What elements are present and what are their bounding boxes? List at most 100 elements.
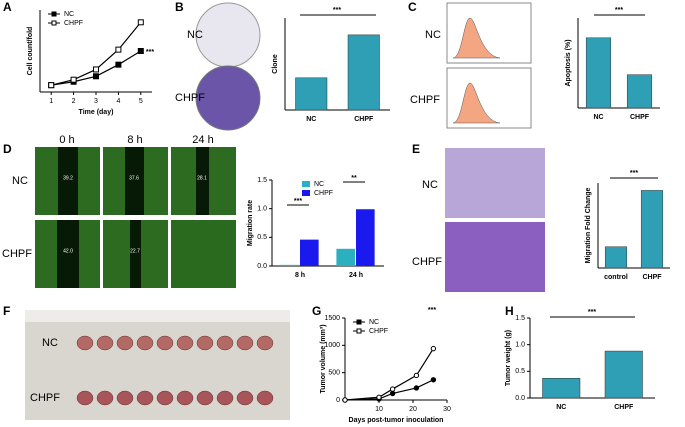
point <box>115 46 122 53</box>
legend-label: NC <box>369 319 379 326</box>
y-axis-label: Tumor weight (g) <box>505 330 512 386</box>
bar <box>295 77 328 111</box>
point <box>70 76 77 83</box>
tumor <box>136 390 154 406</box>
bar <box>542 378 581 399</box>
tumor <box>76 390 94 406</box>
tumor <box>116 335 134 351</box>
y-axis-label: Migration rate <box>247 200 254 246</box>
bar <box>604 350 643 399</box>
point <box>137 48 144 54</box>
legend-label: NC <box>64 11 74 18</box>
dish-photo <box>195 2 261 68</box>
tumor <box>196 335 214 351</box>
annotation: *** <box>630 170 638 177</box>
photo-label: CHPF <box>410 94 440 106</box>
annotation: *** <box>615 7 623 14</box>
point <box>389 390 396 397</box>
annotation: *** <box>428 307 436 314</box>
panel-letter: F <box>3 304 10 318</box>
invasion-photo <box>445 222 545 292</box>
annotation: *** <box>294 198 302 205</box>
time-label: 8 h <box>127 134 142 146</box>
photo-label: NC <box>422 179 438 191</box>
legend-marker <box>51 20 57 26</box>
bar <box>604 246 628 269</box>
series-line <box>344 348 434 401</box>
x-tick-label: CHPF <box>354 116 374 123</box>
bar <box>356 209 375 266</box>
photo-label: NC <box>42 337 58 349</box>
y-axis-label: Tumor volume (mm³) <box>320 324 327 393</box>
x-tick-label: 4 <box>116 98 120 105</box>
x-tick-label: 30 <box>443 406 451 413</box>
legend-marker <box>356 328 362 334</box>
wound-width: 39.2 <box>63 175 73 181</box>
tumor <box>216 335 234 351</box>
point <box>115 61 122 68</box>
wound-width: 42.0 <box>63 248 73 254</box>
x-tick-label: NC <box>593 114 603 121</box>
legend-label: CHPF <box>64 20 83 27</box>
x-tick-label: 24 h <box>349 272 363 279</box>
panel-letter: G <box>312 304 321 318</box>
time-label: 0 h <box>59 134 74 146</box>
x-axis-label: Days post-tumor inoculation <box>349 417 444 424</box>
x-tick-label: 20 <box>409 406 417 413</box>
y-tick-label: 0.0 <box>515 395 525 402</box>
tumor <box>96 390 114 406</box>
bar <box>640 190 664 269</box>
tumor <box>176 390 194 406</box>
y-tick-label: 1000 <box>324 342 340 349</box>
photo-label: NC <box>425 29 441 41</box>
annotation: *** <box>333 7 341 14</box>
time-label: 24 h <box>192 134 213 146</box>
x-tick-label: 3 <box>94 98 98 105</box>
point <box>48 82 55 89</box>
tumor <box>136 335 154 351</box>
bar <box>585 37 612 109</box>
y-tick-label: 1.0 <box>515 342 525 349</box>
y-axis-label: Clone <box>272 54 279 74</box>
y-axis-label: Migration Fold Change <box>585 187 592 263</box>
annotation: *** <box>588 309 596 316</box>
x-tick-label: CHPF <box>630 114 650 121</box>
photo-label: CHPF <box>412 256 442 268</box>
dish-photo <box>195 65 261 131</box>
x-tick-label: CHPF <box>614 404 634 411</box>
tumor <box>156 335 174 351</box>
legend-label: CHPF <box>314 190 333 197</box>
y-tick-label: 1.5 <box>515 315 525 322</box>
x-tick-label: CHPF <box>642 274 662 281</box>
x-tick-label: NC <box>306 116 316 123</box>
tumor <box>176 335 194 351</box>
point <box>137 19 144 26</box>
annotation: ** <box>351 175 357 182</box>
panel-letter: H <box>505 304 514 318</box>
point <box>413 385 420 391</box>
invasion-photo <box>445 148 545 218</box>
point <box>389 386 396 392</box>
tumor <box>216 390 234 406</box>
x-tick-label: NC <box>556 404 566 411</box>
x-tick-label: 8 h <box>295 272 305 279</box>
x-axis-label: Time (day) <box>79 109 114 116</box>
panel-letter: B <box>175 0 184 14</box>
wound-width: 22.7 <box>130 248 140 254</box>
wound-width: 37.6 <box>129 175 139 181</box>
tumor <box>116 390 134 406</box>
bar <box>280 264 300 266</box>
panel-letter: D <box>3 142 12 156</box>
point <box>342 397 348 403</box>
panel-letter: C <box>408 0 417 14</box>
series-line <box>344 379 434 401</box>
wound-photo <box>35 147 236 288</box>
y-tick-label: 1500 <box>324 315 340 322</box>
flow-plot <box>446 2 532 129</box>
legend-marker <box>51 11 57 17</box>
point <box>376 394 382 400</box>
tumor <box>196 390 214 406</box>
y-tick-label: 500 <box>328 370 340 377</box>
photo-label: NC <box>12 175 28 187</box>
y-tick-label: 0.5 <box>515 368 525 375</box>
